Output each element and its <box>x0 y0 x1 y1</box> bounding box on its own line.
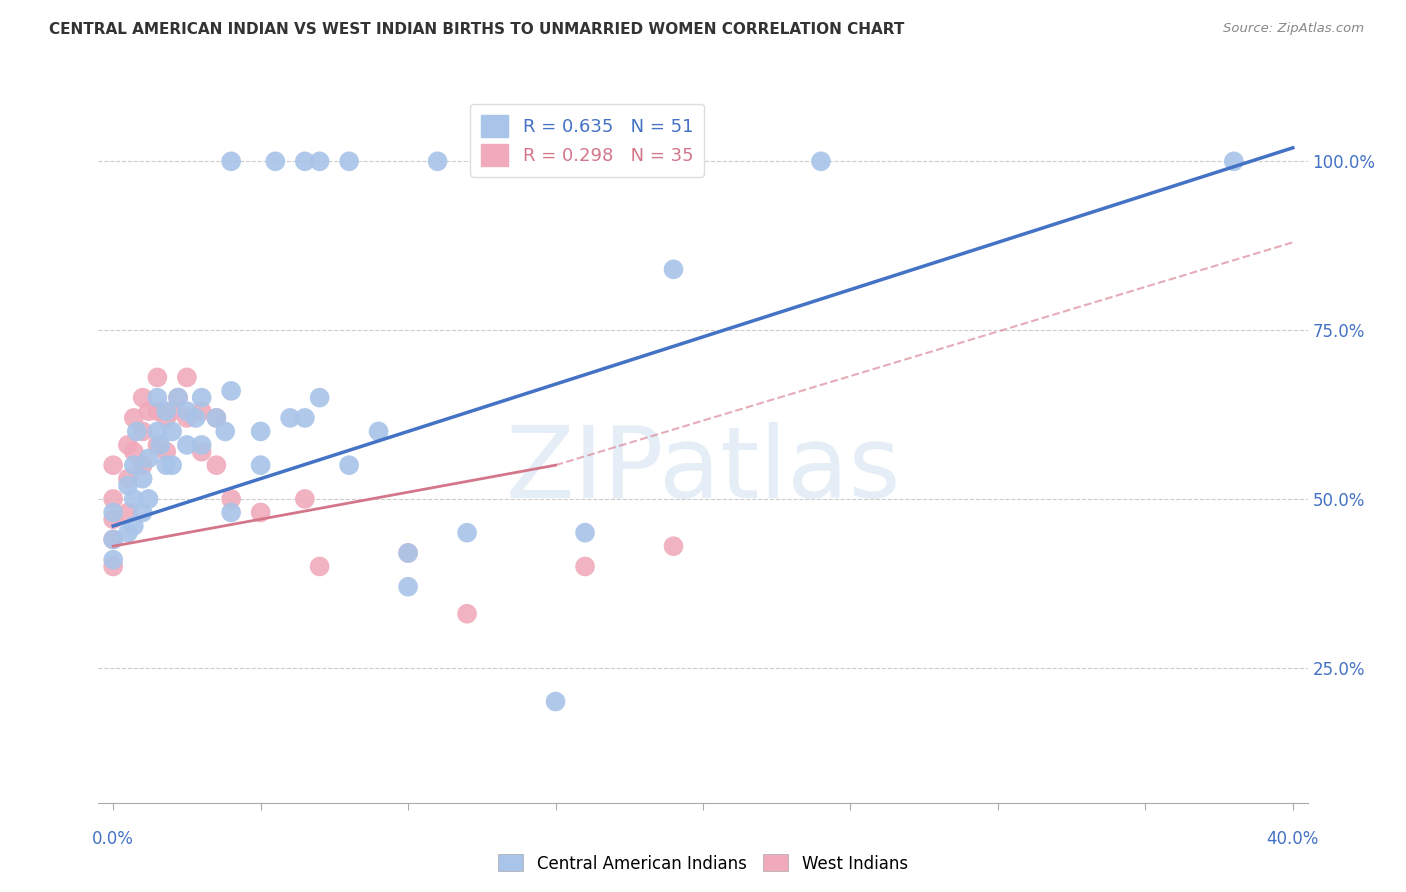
Point <box>544 694 567 708</box>
Point <box>278 411 301 425</box>
Point <box>122 411 145 425</box>
Text: 0.0%: 0.0% <box>93 830 134 847</box>
Point <box>294 154 316 169</box>
Point <box>190 391 212 405</box>
Point <box>117 478 139 492</box>
Point <box>219 154 242 169</box>
Point <box>176 404 198 418</box>
Point <box>176 438 198 452</box>
Point <box>122 491 145 506</box>
Point <box>122 519 145 533</box>
Point <box>101 491 124 506</box>
Point <box>190 404 212 418</box>
Point <box>308 391 330 405</box>
Point <box>190 438 212 452</box>
Point <box>155 458 177 472</box>
Point <box>219 505 242 519</box>
Point <box>426 154 449 169</box>
Point <box>294 491 316 506</box>
Point <box>396 580 419 594</box>
Point <box>101 512 124 526</box>
Point <box>149 438 172 452</box>
Point <box>184 411 207 425</box>
Point <box>810 154 832 169</box>
Point <box>160 404 183 418</box>
Point <box>146 391 169 405</box>
Point <box>337 458 360 472</box>
Point <box>155 444 177 458</box>
Point <box>456 525 478 540</box>
Point <box>264 154 287 169</box>
Point <box>205 411 228 425</box>
Point <box>146 425 169 439</box>
Point <box>249 505 271 519</box>
Point <box>101 552 124 566</box>
Point <box>146 370 169 384</box>
Point <box>146 404 169 418</box>
Point <box>219 491 242 506</box>
Point <box>167 391 190 405</box>
Point <box>117 505 139 519</box>
Point <box>122 458 145 472</box>
Point <box>155 404 177 418</box>
Point <box>308 154 330 169</box>
Text: ZIPatlas: ZIPatlas <box>505 422 901 519</box>
Point <box>138 491 160 506</box>
Point <box>101 533 124 547</box>
Point <box>131 458 153 472</box>
Point <box>205 411 228 425</box>
Point <box>167 391 190 405</box>
Text: CENTRAL AMERICAN INDIAN VS WEST INDIAN BIRTHS TO UNMARRIED WOMEN CORRELATION CHA: CENTRAL AMERICAN INDIAN VS WEST INDIAN B… <box>49 22 904 37</box>
Text: 40.0%: 40.0% <box>1267 830 1319 847</box>
Point <box>456 607 478 621</box>
Point <box>249 425 271 439</box>
Point <box>396 546 419 560</box>
Point <box>101 559 124 574</box>
Point <box>131 472 153 486</box>
Point <box>131 505 153 519</box>
Point <box>190 444 212 458</box>
Point <box>160 425 183 439</box>
Point <box>101 458 124 472</box>
Legend: Central American Indians, West Indians: Central American Indians, West Indians <box>492 847 914 880</box>
Point <box>125 425 148 439</box>
Point <box>574 525 596 540</box>
Point <box>574 559 596 574</box>
Point <box>117 472 139 486</box>
Point <box>160 458 183 472</box>
Point <box>138 451 160 466</box>
Point <box>219 384 242 398</box>
Point <box>1223 154 1246 169</box>
Point <box>396 546 419 560</box>
Text: Source: ZipAtlas.com: Source: ZipAtlas.com <box>1223 22 1364 36</box>
Legend: R = 0.635   N = 51, R = 0.298   N = 35: R = 0.635 N = 51, R = 0.298 N = 35 <box>470 103 704 177</box>
Point <box>176 411 198 425</box>
Point <box>294 411 316 425</box>
Point <box>146 438 169 452</box>
Point <box>117 438 139 452</box>
Point <box>138 404 160 418</box>
Point <box>337 154 360 169</box>
Point <box>249 458 271 472</box>
Point <box>662 262 685 277</box>
Point <box>308 559 330 574</box>
Point <box>176 370 198 384</box>
Point <box>101 505 124 519</box>
Point <box>205 458 228 472</box>
Point <box>662 539 685 553</box>
Point <box>117 525 139 540</box>
Point <box>214 425 236 439</box>
Point <box>122 444 145 458</box>
Point <box>131 391 153 405</box>
Point <box>131 425 153 439</box>
Point <box>367 425 389 439</box>
Point <box>155 411 177 425</box>
Point <box>101 533 124 547</box>
